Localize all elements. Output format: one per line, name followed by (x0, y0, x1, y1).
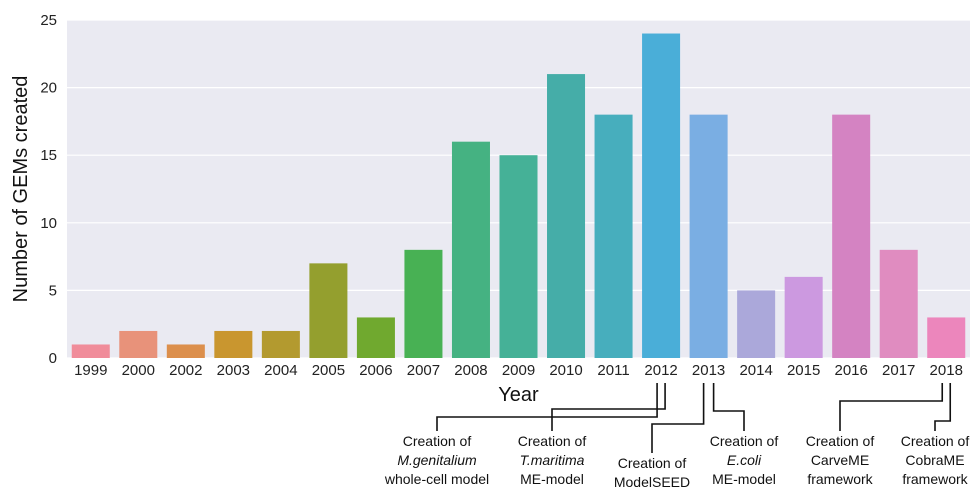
bar-2006 (356, 317, 395, 358)
x-tick-label: 2007 (407, 362, 440, 379)
bar-1999 (71, 344, 110, 358)
bars (71, 33, 966, 359)
y-tick-label: 20 (40, 80, 57, 97)
bar-2014 (737, 290, 776, 358)
x-axis-title: Year (498, 384, 539, 406)
y-axis-title: Number of GEMs created (10, 76, 32, 303)
annotation-label: Creation of (806, 433, 875, 449)
annotation-label: ModelSEED (614, 474, 690, 490)
y-tick-label: 25 (40, 12, 57, 29)
annotation-connector (436, 383, 658, 431)
annotation-label: Creation of (901, 433, 970, 449)
x-tick-label: 2018 (930, 362, 963, 379)
annotation-label: CobraME (905, 452, 964, 468)
annotation-label: framework (807, 471, 873, 487)
x-tick-label: 2011 (597, 362, 629, 379)
x-tick-label: 2015 (787, 362, 820, 379)
annotation-label: ME-model (712, 471, 776, 487)
bar-2000 (119, 330, 158, 358)
x-tick-label: 2014 (739, 362, 772, 379)
annotation-label: whole-cell model (384, 471, 489, 487)
annotation-label: framework (902, 471, 968, 487)
bar-2015 (784, 276, 823, 358)
x-tick-label: 2003 (217, 362, 250, 379)
annotations: Creation of M.genitalium whole-cell model C… (384, 383, 969, 490)
bar-2003 (214, 330, 253, 358)
annotation-connector (934, 383, 952, 431)
annotation-label: Creation of (710, 433, 779, 449)
annotation-label: Creation of (403, 433, 472, 449)
bar-2007 (404, 249, 443, 358)
bar-2002 (166, 344, 205, 358)
annotation-connector (651, 383, 705, 453)
x-tick-labels: 1999 2000 2002 2003 2004 2005 2006 2007 2008 2009… (74, 362, 963, 379)
y-tick-labels: 0 5 10 15 20 25 (40, 12, 57, 367)
x-tick-label: 2010 (549, 362, 582, 379)
bar-2008 (451, 141, 490, 358)
x-tick-label: 2008 (454, 362, 487, 379)
annotation-label: T.maritima (520, 452, 585, 468)
annotation-label: Creation of (618, 455, 687, 471)
x-tick-label: 2006 (359, 362, 392, 379)
annotation-connector (712, 383, 745, 431)
x-tick-label: 2000 (122, 362, 155, 379)
annotation-label: Creation of (518, 433, 587, 449)
bar-2012 (642, 33, 681, 359)
bar-2017 (879, 249, 918, 358)
bar-2009 (499, 155, 538, 358)
bar-2013 (689, 114, 728, 358)
x-tick-label: 2005 (312, 362, 345, 379)
bar-2010 (547, 74, 586, 358)
y-tick-label: 10 (40, 215, 57, 232)
annotation-label: CarveME (811, 452, 869, 468)
annotation-label: E.coli (727, 452, 762, 468)
annotation-connector (839, 383, 944, 431)
x-tick-label: 2013 (692, 362, 725, 379)
bar-2004 (261, 330, 300, 358)
bar-2016 (832, 114, 871, 358)
x-tick-label: 2012 (644, 362, 677, 379)
x-tick-label: 2009 (502, 362, 535, 379)
y-tick-label: 0 (49, 350, 57, 367)
bar-2005 (309, 263, 348, 358)
annotation-label: ME-model (520, 471, 584, 487)
y-tick-label: 15 (40, 147, 57, 164)
x-tick-label: 2017 (882, 362, 915, 379)
x-tick-label: 2004 (264, 362, 297, 379)
x-tick-label: 2016 (834, 362, 867, 379)
bar-2018 (927, 317, 966, 358)
annotation-label: M.genitalium (397, 452, 477, 468)
x-tick-label: 2002 (169, 362, 202, 379)
annotation-connector (551, 383, 666, 431)
bar-2011 (594, 114, 633, 358)
x-tick-label: 1999 (74, 362, 107, 379)
y-tick-label: 5 (49, 282, 57, 299)
